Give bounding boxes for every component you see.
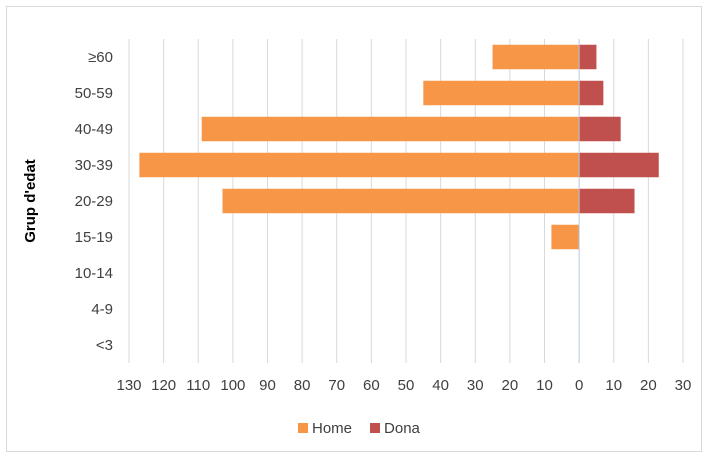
category-label: ≥60	[88, 49, 113, 66]
category-label: 20-29	[75, 193, 113, 210]
bar-dona-7	[579, 80, 604, 106]
legend-swatch-dona	[370, 423, 381, 433]
x-tick-label: 60	[363, 377, 380, 394]
chart-frame: <3 4-9 10-14 15-19 20-29 30-39 40-49 50-59 ≥60 1…	[6, 6, 702, 452]
bars	[139, 44, 659, 250]
x-tick-label: 80	[294, 377, 311, 394]
bar-dona-5	[579, 152, 659, 178]
bar-home-8	[492, 44, 580, 70]
x-tick-label: 40	[432, 377, 449, 394]
x-tick-labels: 130 120 110 100 90 80 70 60 50 40 30 20 10 0 10 20 30	[116, 377, 691, 394]
category-label: 50-59	[75, 85, 113, 102]
x-tick-label: 130	[116, 377, 141, 394]
category-label: <3	[96, 337, 113, 354]
category-label: 30-39	[75, 157, 113, 174]
x-tick-label: 30	[467, 377, 484, 394]
x-tick-label: 30	[675, 377, 692, 394]
x-tick-label: 50	[398, 377, 415, 394]
legend-label-dona: Dona	[384, 420, 421, 437]
bar-home-3	[551, 224, 580, 250]
x-tick-label: 10	[605, 377, 622, 394]
x-tick-label: 70	[328, 377, 345, 394]
bar-dona-8	[579, 44, 597, 70]
population-pyramid-chart: <3 4-9 10-14 15-19 20-29 30-39 40-49 50-59 ≥60 1…	[22, 39, 691, 437]
legend-label-home: Home	[312, 420, 352, 437]
category-label: 4-9	[91, 301, 113, 318]
category-label: 15-19	[75, 229, 113, 246]
x-tick-label: 20	[640, 377, 657, 394]
x-tick-label: 20	[502, 377, 519, 394]
legend: Home Dona	[298, 420, 421, 437]
bar-dona-6	[579, 116, 621, 142]
x-tick-label: 110	[186, 377, 210, 394]
bar-home-4	[222, 188, 580, 214]
legend-swatch-home	[298, 423, 308, 433]
x-tick-label: 10	[536, 377, 553, 394]
x-tick-label: 90	[259, 377, 276, 394]
y-axis-title: Grup d'edat	[22, 159, 39, 243]
bar-home-7	[423, 80, 580, 106]
x-tick-label: 100	[220, 377, 245, 394]
x-tick-label: 0	[575, 377, 583, 394]
bar-home-6	[201, 116, 580, 142]
bar-home-5	[139, 152, 580, 178]
bar-dona-4	[579, 188, 635, 214]
x-tick-label: 120	[151, 377, 176, 394]
category-labels: <3 4-9 10-14 15-19 20-29 30-39 40-49 50-59 ≥60	[75, 49, 113, 354]
category-label: 40-49	[75, 121, 113, 138]
category-label: 10-14	[75, 265, 113, 282]
